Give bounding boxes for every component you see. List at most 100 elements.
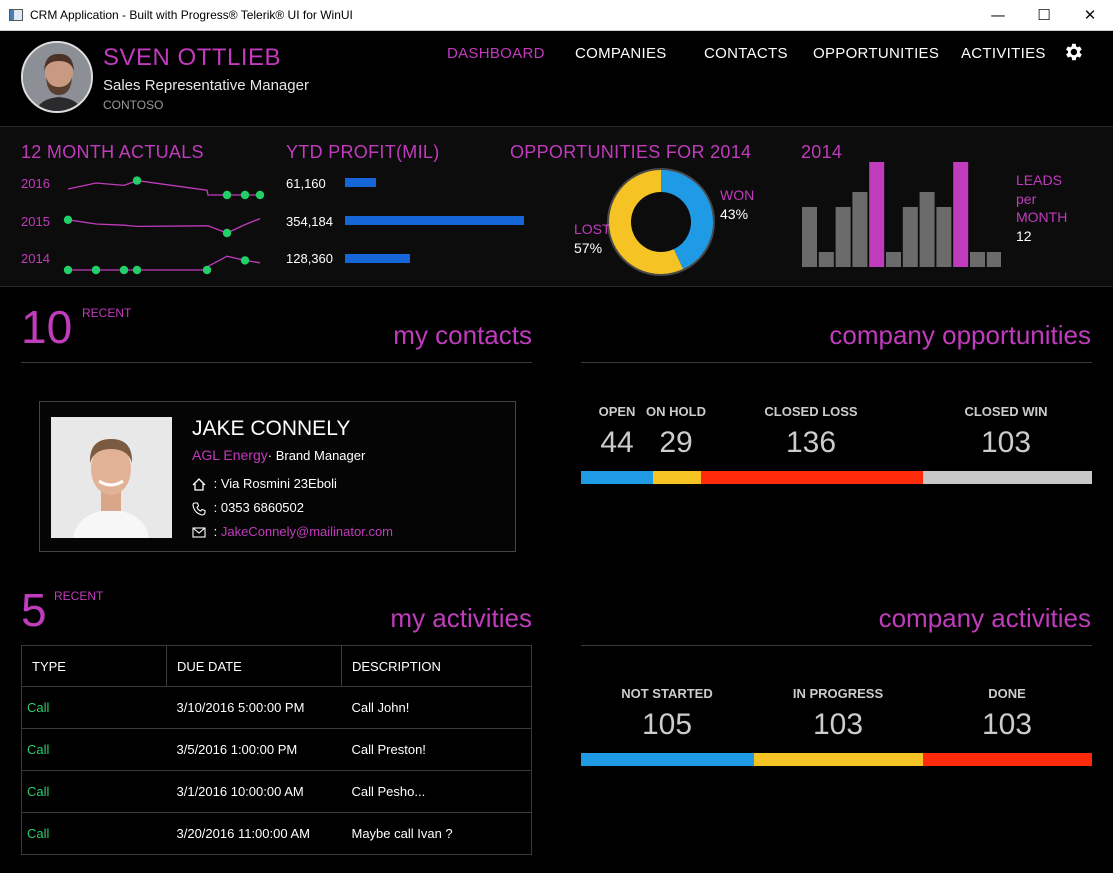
donut-lost-label: LOST: [574, 221, 611, 237]
opportunities-title: OPPORTUNITIES FOR 2014: [510, 142, 752, 162]
stat-on-hold-label: ON HOLD: [646, 404, 706, 419]
email-prefix: :: [210, 524, 221, 539]
maximize-button[interactable]: ☐: [1037, 6, 1051, 24]
leads-label-line3: MONTH: [1016, 209, 1068, 225]
nav-contacts[interactable]: CONTACTS: [704, 45, 788, 62]
leads-bar: [886, 252, 901, 267]
close-button[interactable]: ✕: [1083, 6, 1097, 24]
contact-email-link[interactable]: JakeConnely@mailinator.com: [220, 524, 394, 539]
contact-email-line: : JakeConnely@mailinator.com: [192, 524, 393, 539]
stat-done-value: 103: [981, 708, 1033, 741]
contact-card[interactable]: JAKE CONNELY AGL Energy· Brand Manager :…: [39, 401, 516, 552]
activities-table: TYPE DUE DATE DESCRIPTION Call 3/10/2016…: [21, 645, 532, 855]
activities-recent-label: RECENT: [54, 589, 104, 603]
column-header-due-date[interactable]: DUE DATE: [166, 645, 342, 687]
sparkline-marker: [63, 215, 73, 224]
table-row[interactable]: Call 3/10/2016 5:00:00 PM Call John!: [21, 686, 532, 729]
donut-slice-won: [660, 170, 713, 270]
leads-title: 2014: [801, 142, 843, 162]
activity-description: Call John!: [341, 686, 532, 729]
company-activities-title: company activities: [878, 603, 1091, 633]
address-prefix: :: [210, 476, 221, 491]
nav-opportunities[interactable]: OPPORTUNITIES: [813, 45, 940, 62]
company-activities-divider: [581, 645, 1092, 646]
contact-company-line: AGL Energy· Brand Manager: [192, 447, 365, 463]
profit-label-2: 128,360: [286, 251, 333, 266]
sparkline-marker: [202, 265, 212, 275]
activity-type: Call: [21, 686, 167, 729]
actuals-row-2016: 2016: [21, 176, 50, 191]
stat-in-progress-value: 103: [812, 708, 864, 741]
sparkline-marker: [132, 176, 142, 185]
leads-bar: [869, 162, 885, 267]
stat-open-label: OPEN: [598, 404, 636, 419]
actuals-row-2014: 2014: [21, 251, 50, 266]
nav-dashboard[interactable]: DASHBOARD: [447, 45, 545, 62]
nav-companies[interactable]: COMPANIES: [575, 45, 667, 62]
activity-description: Call Pesho...: [341, 770, 532, 813]
phone-icon: [192, 502, 206, 516]
leads-value: 12: [1016, 228, 1032, 244]
contact-company[interactable]: AGL Energy: [192, 447, 268, 463]
activity-description: Call Preston!: [341, 728, 532, 771]
sparkline-marker: [63, 265, 73, 275]
app-header: SVEN OTTLIEB Sales Representative Manage…: [0, 31, 1113, 126]
contact-phone: 0353 6860502: [220, 500, 304, 515]
stat-on-hold-value: 29: [659, 426, 693, 459]
activity-type: Call: [27, 826, 50, 841]
minimize-button[interactable]: —: [990, 6, 1006, 24]
stat-not-started-value: 105: [641, 708, 693, 741]
activity-type: Call: [21, 770, 167, 813]
donut-won-value: 43%: [720, 206, 749, 222]
donut-lost-value: 57%: [574, 240, 603, 256]
leads-bar: [835, 207, 851, 267]
contact-position: Brand Manager: [275, 448, 366, 463]
user-avatar[interactable]: [21, 41, 93, 113]
nav-activities[interactable]: ACTIVITIES: [961, 45, 1046, 62]
contacts-count: 10: [21, 301, 73, 353]
stat-not-started-label: NOT STARTED: [621, 686, 713, 701]
bar-segment-closed-win: [923, 471, 1092, 484]
table-row[interactable]: Call 3/5/2016 1:00:00 PM Call Preston!: [21, 728, 532, 771]
app-icon: [9, 9, 23, 21]
activities-count: 5: [21, 584, 47, 636]
activity-due-date: 3/20/2016 11:00:00 AM: [176, 826, 310, 841]
profit-bar-2: [345, 254, 410, 263]
home-icon: [192, 478, 206, 491]
settings-gear-icon[interactable]: [1062, 41, 1084, 63]
leads-bar: [986, 252, 1001, 267]
profit-label-1: 354,184: [286, 214, 333, 229]
activity-due-date: 3/5/2016 1:00:00 PM: [166, 728, 342, 771]
mail-icon: [192, 527, 206, 538]
bar-segment-closed-loss: [700, 471, 924, 484]
contact-photo: [51, 417, 172, 538]
contact-address: Via Rosmini 23Eboli: [220, 476, 337, 491]
activity-due-date: 3/1/2016 10:00:00 AM: [166, 770, 342, 813]
donut-slice-lost: [609, 170, 684, 274]
column-header-description[interactable]: DESCRIPTION: [341, 645, 532, 687]
bar-segment-in-progress: [753, 753, 923, 766]
contact-photo-image: [51, 417, 172, 538]
my-activities-title: my activities: [390, 603, 532, 633]
company-opportunities-divider: [581, 362, 1092, 363]
leads-bar: [970, 252, 985, 267]
contact-phone-line: : 0353 6860502: [192, 500, 304, 516]
stat-open-value: 44: [600, 426, 634, 459]
sparkline-marker: [240, 256, 250, 265]
contact-separator: ·: [267, 448, 276, 463]
table-row[interactable]: Call 3/1/2016 10:00:00 AM Call Pesho...: [21, 770, 532, 813]
user-role: Sales Representative Manager: [103, 77, 309, 94]
my-contacts-title: my contacts: [393, 320, 532, 350]
table-row[interactable]: Call 3/20/2016 11:00:00 AM Maybe call Iv…: [22, 813, 532, 855]
window-title-bar: CRM Application - Built with Progress® T…: [0, 0, 1113, 31]
sparkline-marker: [119, 265, 129, 275]
user-name: SVEN OTTLIEB: [103, 44, 282, 71]
contacts-divider: [21, 362, 532, 363]
activity-type: Call: [21, 728, 167, 771]
sparkline-marker: [255, 190, 265, 200]
activity-description: Maybe call Ivan ?: [351, 826, 453, 841]
activity-due-date: 3/10/2016 5:00:00 PM: [166, 686, 342, 729]
leads-bar: [802, 207, 817, 267]
leads-bar-chart: [802, 162, 1001, 267]
column-header-type[interactable]: TYPE: [21, 645, 167, 687]
